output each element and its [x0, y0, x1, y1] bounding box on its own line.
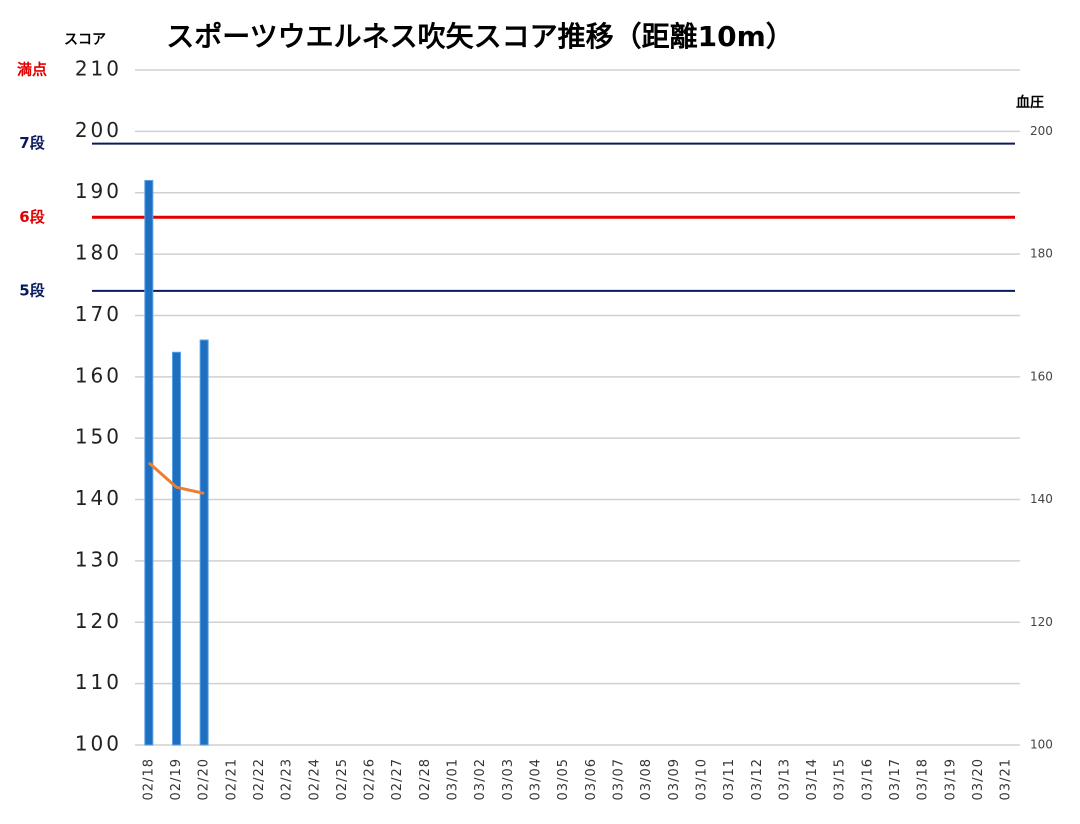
x-tick-label: 02/27 [390, 758, 405, 800]
x-tick-label: 03/21 [999, 758, 1014, 800]
reference-label: 満点 [17, 61, 47, 79]
x-tick-label: 03/12 [750, 758, 765, 800]
x-tick-label: 02/28 [418, 758, 433, 800]
reference-label: 5段 [19, 281, 44, 299]
x-tick-label: 03/10 [694, 758, 709, 800]
y2-tick-label: 120 [1030, 615, 1053, 629]
y-tick-label: 190 [75, 179, 122, 203]
y-tick-label: 150 [75, 425, 122, 449]
y-tick-label: 130 [75, 547, 122, 571]
x-tick-label: 03/18 [916, 758, 931, 800]
x-tick-label: 03/19 [943, 758, 958, 800]
x-tick-label: 02/19 [169, 758, 184, 800]
y2-tick-label: 160 [1030, 369, 1053, 383]
bar [199, 339, 209, 746]
y-tick-label: 110 [75, 670, 122, 694]
x-tick-label: 02/23 [280, 758, 295, 800]
x-tick-label: 03/07 [611, 758, 626, 800]
x-tick-label: 02/26 [363, 758, 378, 800]
y-axis-title: スコア [64, 32, 106, 48]
reference-label: 6段 [19, 208, 44, 226]
y2-tick-label: 180 [1030, 247, 1053, 261]
x-tick-label: 03/11 [722, 758, 737, 800]
x-tick-label: 02/18 [141, 758, 156, 800]
x-tick-label: 03/09 [667, 758, 682, 800]
line [147, 461, 205, 495]
y2-tick-label: 140 [1030, 492, 1053, 506]
x-tick-label: 03/13 [777, 758, 792, 800]
y-tick-label: 200 [75, 118, 122, 142]
x-tick-label: 03/16 [860, 758, 875, 800]
y2-axis-title: 血圧 [1016, 94, 1044, 111]
x-tick-label: 03/02 [473, 758, 488, 800]
y-tick-label: 120 [75, 609, 122, 633]
x-tick-label: 03/20 [971, 758, 986, 800]
y-tick-label: 160 [75, 363, 122, 387]
x-tick-label: 03/01 [446, 758, 461, 800]
y-tick-label: 210 [75, 57, 122, 81]
x-tick-label: 03/03 [501, 758, 516, 800]
y-tick-label: 170 [75, 302, 122, 326]
bar [171, 351, 181, 746]
x-tick-label: 02/25 [335, 758, 350, 800]
x-tick-label: 03/17 [888, 758, 903, 800]
y-tick-label: 140 [75, 486, 122, 510]
x-tick-label: 03/08 [639, 758, 654, 800]
x-tick-label: 03/05 [556, 758, 571, 800]
x-tick-label: 03/06 [584, 758, 599, 800]
y2-tick-label: 100 [1030, 738, 1053, 752]
x-tick-label: 03/14 [805, 758, 820, 800]
x-tick-label: 03/04 [529, 758, 544, 800]
x-tick-label: 02/20 [197, 758, 212, 800]
x-tick-label: 02/22 [252, 758, 267, 800]
reference-label: 7段 [19, 134, 44, 152]
x-tick-label: 03/15 [833, 758, 848, 800]
y2-tick-label: 200 [1030, 124, 1053, 138]
chart-title: スポーツウエルネス吹矢スコア推移（距離10m） [166, 20, 794, 53]
x-tick-label: 02/24 [307, 758, 322, 800]
y-tick-label: 100 [75, 732, 122, 756]
y-tick-label: 180 [75, 241, 122, 265]
x-tick-label: 02/21 [224, 758, 239, 800]
